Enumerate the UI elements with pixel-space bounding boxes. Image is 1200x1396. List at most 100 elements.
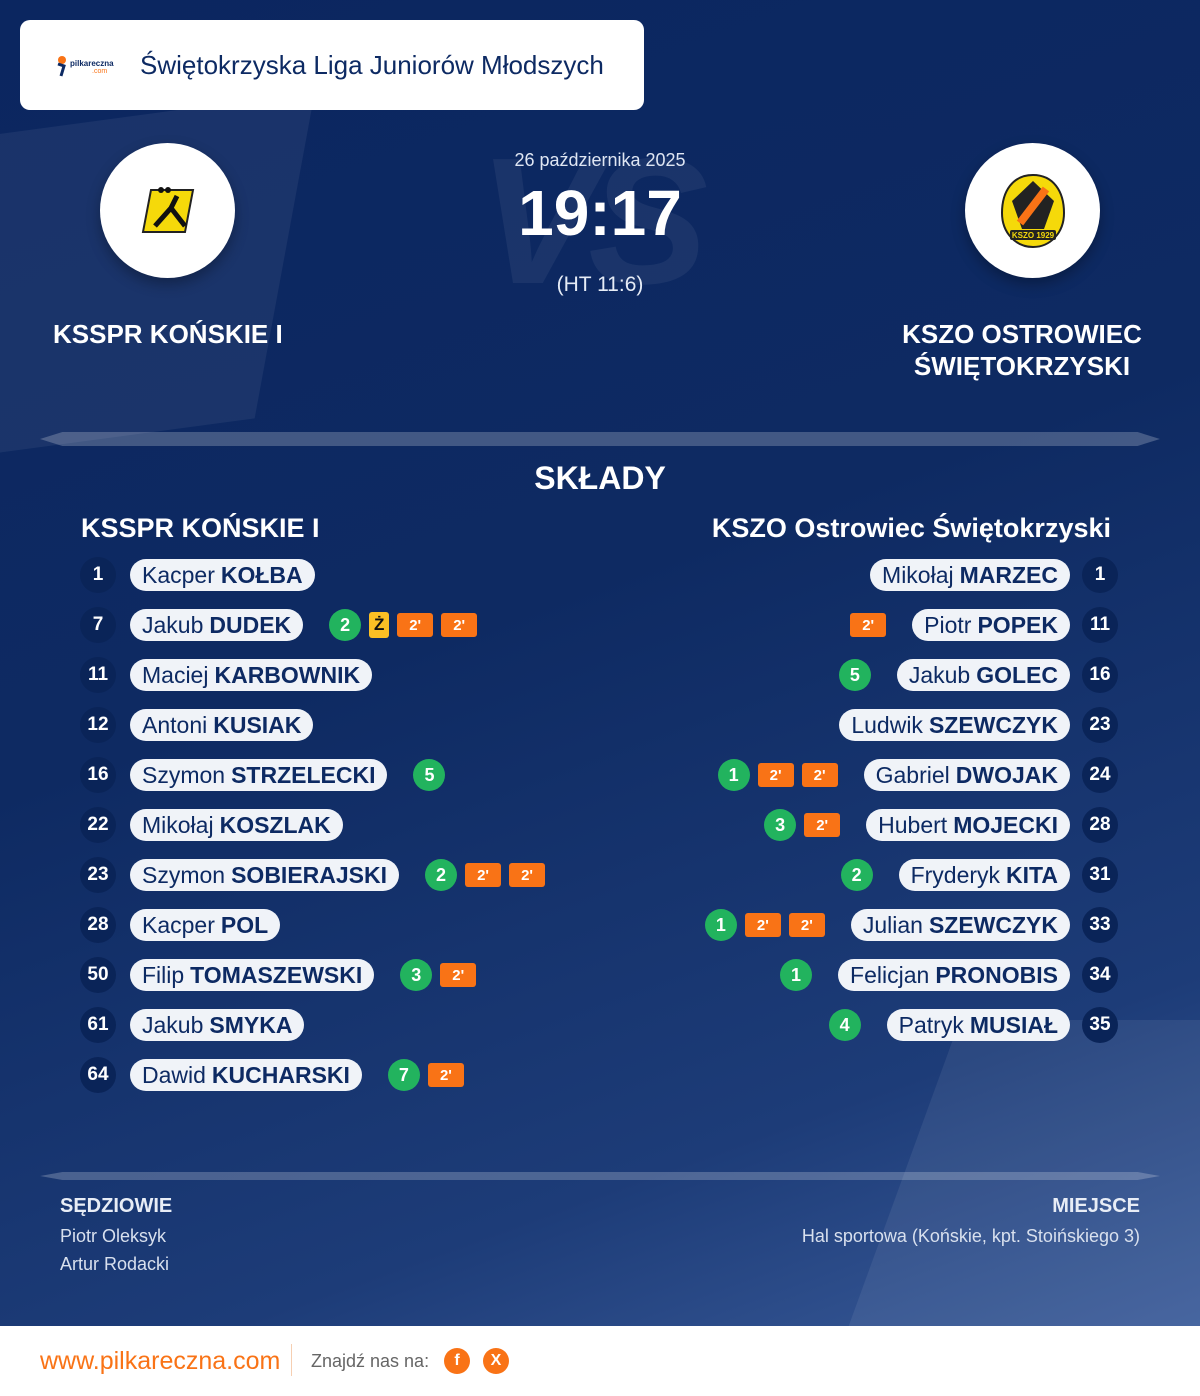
player-name[interactable]: Piotr POPEK [912,609,1070,641]
player-row: 3 2' Hubert MOJECKI 28 [764,807,1118,843]
player-number: 33 [1082,907,1118,943]
player-name[interactable]: Hubert MOJECKI [866,809,1070,841]
divider [40,1172,1160,1180]
player-first-name: Jakub [142,611,204,638]
player-name[interactable]: Jakub GOLEC [896,659,1070,691]
player-last-name: SZEWCZYK [928,911,1058,938]
player-name[interactable]: Kacper POL [130,909,281,941]
player-first-name: Szymon [142,761,226,788]
player-events: 1 2' 2' [717,759,838,791]
player-events: 1 [780,959,813,991]
player-events: 3 2' [400,959,477,991]
player-events: 5 [413,759,446,791]
player-name[interactable]: Szymon SOBIERAJSKI [130,859,400,891]
player-name[interactable]: Ludwik SZEWCZYK [839,709,1070,741]
player-last-name: MARZEC [959,561,1058,588]
player-number: 50 [80,957,116,993]
player-number: 23 [1082,707,1118,743]
player-row: 2' Piotr POPEK 11 [850,607,1118,643]
lineups-title: SKŁADY [534,460,666,496]
suspension-badge: 2' [440,963,477,987]
player-row: Ludwik SZEWCZYK 23 [813,707,1118,743]
player-number: 61 [80,1007,116,1043]
player-name[interactable]: Jakub SMYKA [130,1009,305,1041]
suspension-badge: 2' [850,613,887,637]
goals-badge: 1 [704,909,737,941]
player-first-name: Antoni [142,711,208,738]
player-row: 28 Kacper POL [80,907,306,943]
player-last-name: MUSIAŁ [969,1011,1058,1038]
suspension-badge: 2' [744,913,781,937]
player-number: 7 [80,607,116,643]
yellow-card-badge: Ż [369,612,390,638]
player-last-name: POPEK [977,611,1058,638]
player-row: 4 Patryk MUSIAŁ 35 [828,1007,1118,1043]
x-icon[interactable]: X [483,1348,509,1374]
player-first-name: Mikołaj [882,561,954,588]
suspension-badge: 2' [427,1063,464,1087]
player-name[interactable]: Mikołaj KOSZLAK [130,809,343,841]
player-number: 11 [1082,607,1118,643]
player-last-name: PRONOBIS [935,961,1058,988]
player-name[interactable]: Fryderyk KITA [898,859,1070,891]
goals-badge: 2 [329,609,362,641]
player-number: 23 [80,857,116,893]
player-name[interactable]: Szymon STRZELECKI [130,759,388,791]
site-link[interactable]: www.pilkareczna.com [40,1346,281,1375]
suspension-badge: 2' [804,813,841,837]
player-events: 1 2' 2' [704,909,825,941]
facebook-icon[interactable]: f [444,1348,470,1374]
player-last-name: KOŁBA [220,561,303,588]
player-name[interactable]: Gabriel DWOJAK [863,759,1070,791]
player-name[interactable]: Patryk MUSIAŁ [886,1009,1070,1041]
player-last-name: KUCHARSKI [211,1061,350,1088]
player-last-name: TOMASZEWSKI [190,961,363,988]
player-last-name: KITA [1006,861,1058,888]
player-name[interactable]: Dawid KUCHARSKI [130,1059,362,1091]
player-name[interactable]: Mikołaj MARZEC [870,559,1070,591]
player-first-name: Kacper [142,561,215,588]
player-first-name: Kacper [142,911,215,938]
suspension-badge: 2' [757,763,794,787]
player-name[interactable]: Kacper KOŁBA [130,559,315,591]
away-team-name: KSZO OSTROWIEC ŚWIĘTOKRZYSKI [892,318,1152,382]
player-number: 22 [80,807,116,843]
player-row: 23 Szymon SOBIERAJSKI 2 2' 2' [80,857,546,893]
player-events: 2 [840,859,873,891]
player-name[interactable]: Filip TOMASZEWSKI [130,959,375,991]
league-header: pilkareczna .com Świętokrzyska Liga Juni… [20,20,644,110]
suspension-badge: 2' [397,613,434,637]
venue-title: MIEJSCE [1052,1195,1140,1217]
player-number: 34 [1082,957,1118,993]
player-first-name: Filip [142,961,185,988]
player-last-name: KARBOWNIK [214,661,361,688]
player-row: 7 Jakub DUDEK 2 Ż 2' 2' [80,607,478,643]
referee-name: Piotr Oleksyk [60,1226,167,1246]
player-events: 3 2' [764,809,841,841]
player-name[interactable]: Maciej KARBOWNIK [130,659,373,691]
away-crest-text: KSZO 1929 [1011,231,1054,240]
goals-badge: 5 [413,759,446,791]
player-last-name: MOJECKI [953,811,1058,838]
suspension-badge: 2' [465,863,502,887]
goals-badge: 4 [828,1009,861,1041]
player-first-name: Gabriel [875,761,950,788]
player-number: 28 [1082,807,1118,843]
player-row: 1 Felicjan PRONOBIS 34 [780,957,1118,993]
player-last-name: STRZELECKI [231,761,376,788]
home-lineup-title: KSSPR KOŃSKIE I [81,513,320,543]
goals-badge: 1 [780,959,813,991]
player-row: 50 Filip TOMASZEWSKI 3 2' [80,957,477,993]
player-row: 2 Fryderyk KITA 31 [840,857,1118,893]
player-name[interactable]: Julian SZEWCZYK [850,909,1070,941]
player-number: 16 [1082,657,1118,693]
away-team-logo: KSZO 1929 [1000,173,1065,248]
player-number: 1 [80,557,116,593]
player-name[interactable]: Felicjan PRONOBIS [838,959,1070,991]
match-date: 26 października 2025 [514,150,686,170]
player-first-name: Jakub [142,1011,204,1038]
player-name[interactable]: Antoni KUSIAK [130,709,314,741]
player-number: 28 [80,907,116,943]
player-first-name: Szymon [142,861,226,888]
player-name[interactable]: Jakub DUDEK [130,609,304,641]
